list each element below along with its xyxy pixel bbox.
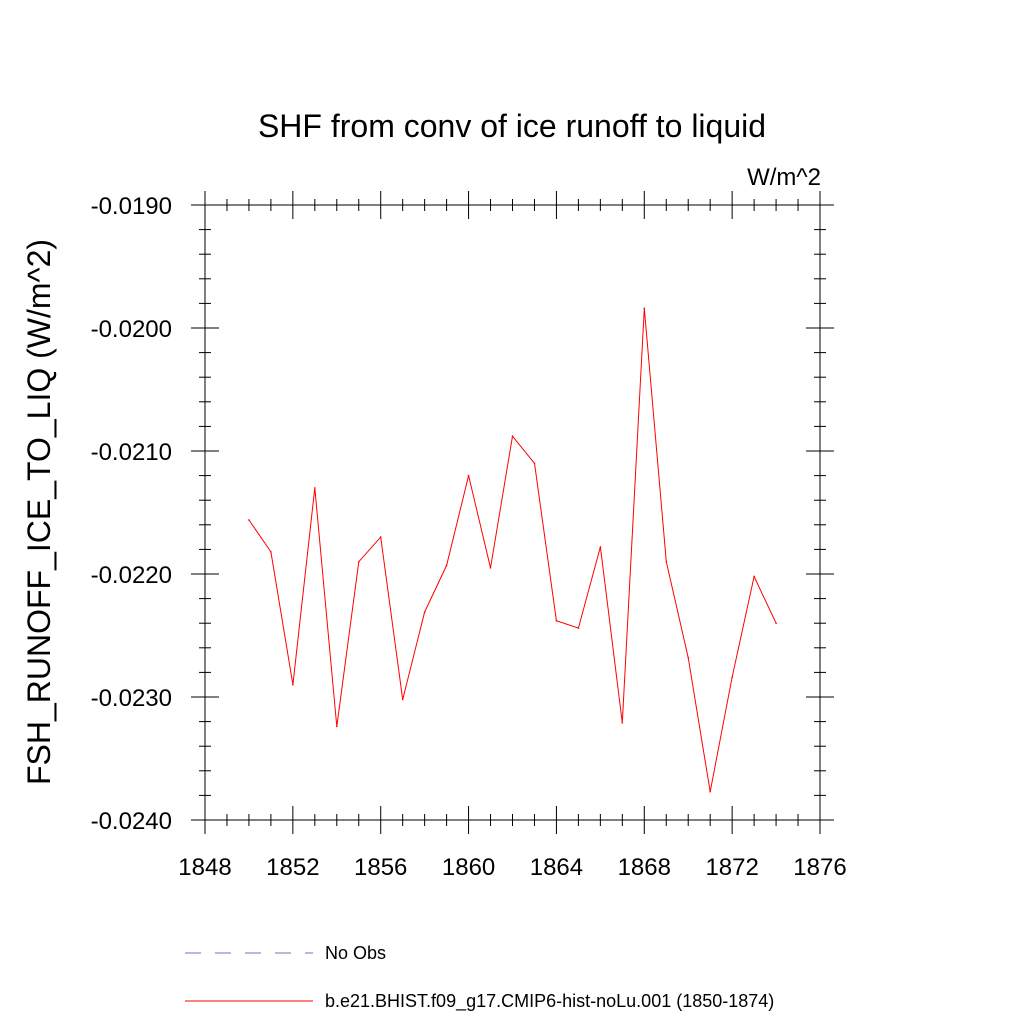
x-tick-label: 1848 bbox=[178, 854, 231, 881]
plot-frame bbox=[204, 204, 821, 821]
y-tick-label: -0.0230 bbox=[91, 685, 172, 712]
x-tick-label: 1856 bbox=[354, 854, 407, 881]
legend: No Obs b.e21.BHIST.f09_g17.CMIP6-hist-noL… bbox=[185, 943, 774, 1012]
x-tick-label: 1868 bbox=[618, 854, 671, 881]
data-point bbox=[643, 307, 646, 310]
x-tick-label: 1872 bbox=[705, 854, 758, 881]
data-point bbox=[577, 627, 580, 629]
y-tick-label: -0.0210 bbox=[91, 439, 172, 466]
axis-ticks: 1848 1852 1856 1860 1864 1868 1872 1876 -0.0190 -… bbox=[91, 191, 847, 881]
series-line bbox=[248, 308, 777, 792]
y-tick-label: -0.0240 bbox=[91, 808, 172, 835]
data-point bbox=[731, 676, 733, 679]
data-point bbox=[533, 462, 536, 465]
data-point bbox=[314, 487, 316, 489]
data-point bbox=[336, 725, 338, 728]
data-point bbox=[292, 683, 294, 686]
data-point bbox=[489, 567, 492, 569]
units-label: W/m^2 bbox=[747, 164, 821, 191]
data-point bbox=[248, 519, 250, 521]
y-tick-label: -0.0220 bbox=[91, 562, 172, 589]
data-point bbox=[621, 722, 624, 724]
data-point bbox=[423, 611, 426, 613]
y-tick-label: -0.0190 bbox=[91, 193, 172, 220]
data-point bbox=[467, 474, 470, 477]
data-point bbox=[687, 656, 689, 659]
y-axis-title: FSH_RUNOFF_ICE_TO_LIQ (W/m^2) bbox=[21, 239, 57, 785]
data-point bbox=[599, 546, 602, 548]
chart-title: SHF from conv of ice runoff to liquid bbox=[258, 108, 766, 144]
x-tick-label: 1864 bbox=[530, 854, 583, 881]
data-point bbox=[379, 536, 382, 538]
x-tick-label: 1876 bbox=[793, 854, 846, 881]
data-point bbox=[665, 560, 668, 563]
y-tick-label: -0.0200 bbox=[91, 316, 172, 343]
legend-label: No Obs bbox=[325, 943, 386, 963]
plot-series bbox=[248, 307, 777, 793]
data-point bbox=[555, 619, 558, 622]
data-point bbox=[775, 622, 777, 624]
x-tick-label: 1852 bbox=[266, 854, 319, 881]
data-point bbox=[401, 698, 404, 701]
data-point bbox=[753, 575, 755, 578]
data-point bbox=[270, 551, 272, 553]
legend-label: b.e21.BHIST.f09_g17.CMIP6-hist-noLu.001 … bbox=[325, 991, 774, 1012]
data-point bbox=[358, 560, 360, 563]
data-point bbox=[709, 790, 711, 793]
data-point bbox=[511, 435, 514, 438]
data-point bbox=[445, 564, 448, 567]
x-tick-label: 1860 bbox=[442, 854, 495, 881]
